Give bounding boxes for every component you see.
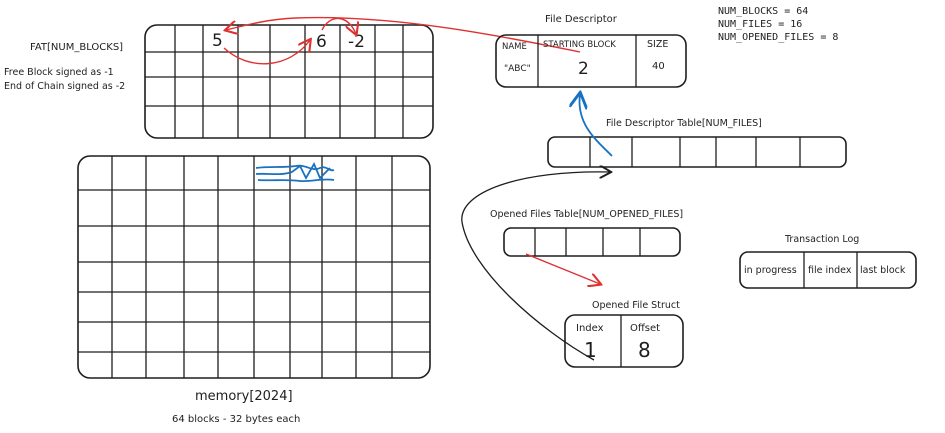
memory-grid-lines [78, 156, 430, 378]
transaction-log-cell: file index [808, 265, 852, 276]
transaction-log-cell: last block [860, 265, 906, 276]
fd-table-box [547, 136, 847, 168]
opened-files-table: Opened Files Table[NUM_OPENED_FILES] [490, 209, 683, 257]
transaction-log-cell: in progress [744, 265, 797, 276]
fat-table: FAT[NUM_BLOCKS] Free Block signed as -1 … [4, 24, 434, 139]
ofs-header-offset: Offset [630, 323, 660, 334]
constants-block: NUM_BLOCKS = 64 NUM_FILES = 16 NUM_OPENE… [718, 6, 838, 43]
starting-block-arrow [226, 16, 581, 53]
opened-file-struct-box [564, 314, 684, 368]
fat-label: FAT[NUM_BLOCKS] [30, 42, 123, 53]
ofs-header-index: Index [576, 323, 604, 334]
file-descriptor-box [495, 34, 687, 88]
fd-header-name: NAME [502, 42, 527, 52]
opened-file-struct: Opened File Struct Index Offset 1 8 [564, 300, 684, 368]
fd-header-size: SIZE [647, 39, 668, 50]
fat-chain-arrow [223, 40, 310, 65]
constant-num-opened-files: NUM_OPENED_FILES = 8 [718, 32, 838, 43]
file-descriptor-title: File Descriptor [545, 14, 618, 25]
fd-table-label: File Descriptor Table[NUM_FILES] [606, 118, 762, 129]
memory-grid: memory[2024] 64 blocks - 32 bytes each [77, 155, 431, 425]
ofs-value-index: 1 [584, 338, 597, 362]
file-descriptor-table: File Descriptor Table[NUM_FILES] [547, 118, 847, 168]
fat-note-end: End of Chain signed as -2 [4, 81, 125, 92]
transaction-log: Transaction Log in progress file index l… [739, 234, 917, 289]
ofs-value-offset: 8 [638, 338, 651, 362]
fat-cell-value: -2 [348, 32, 365, 52]
opened-file-arrow [525, 253, 600, 284]
memory-caption: 64 blocks - 32 bytes each [172, 414, 300, 425]
constant-num-files: NUM_FILES = 16 [718, 19, 802, 30]
file-descriptor: File Descriptor NAME STARTING BLOCK SIZE… [495, 14, 687, 88]
fat-grid-border [144, 24, 434, 139]
fat-chain-arrows [223, 16, 581, 65]
fat-grid-lines [145, 25, 433, 138]
fat-cell-value: 6 [316, 32, 327, 52]
written-block-scribble [255, 161, 335, 183]
opened-files-box [503, 227, 681, 257]
fd-value-name: "ABC" [504, 64, 531, 74]
fd-entry-arrow [579, 94, 613, 157]
fat-note-free: Free Block signed as -1 [4, 67, 114, 78]
memory-label: memory[2024] [195, 389, 293, 404]
fd-value-size: 40 [652, 61, 665, 72]
transaction-log-box [739, 251, 917, 289]
opened-file-struct-title: Opened File Struct [592, 300, 680, 311]
fd-index-arrow [461, 172, 610, 361]
fd-value-starting-block: 2 [578, 59, 589, 79]
fd-header-starting-block: STARTING BLOCK [543, 40, 616, 50]
fat-cell-value: 5 [212, 31, 223, 51]
constant-num-blocks: NUM_BLOCKS = 64 [718, 6, 808, 17]
transaction-log-title: Transaction Log [784, 234, 859, 245]
opened-files-label: Opened Files Table[NUM_OPENED_FILES] [490, 209, 683, 220]
